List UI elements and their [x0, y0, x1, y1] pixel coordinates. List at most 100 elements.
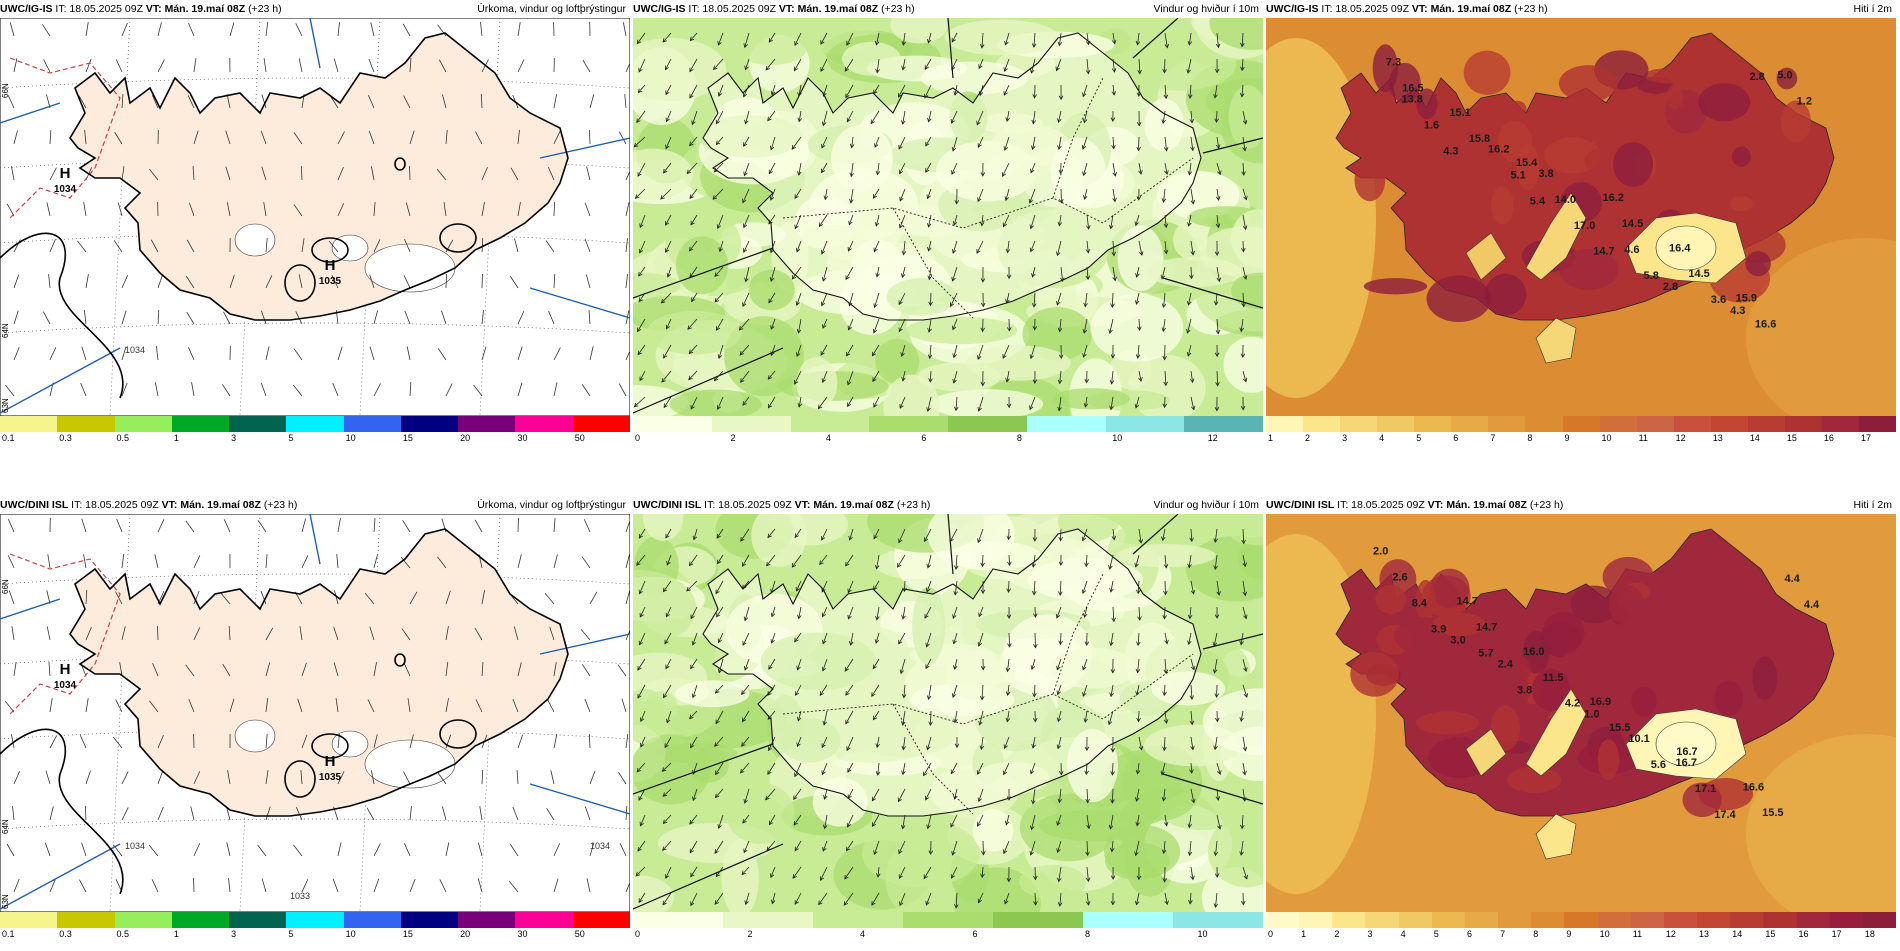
- temperature-label: 5.8: [1644, 270, 1659, 282]
- temperature-label: 16.6: [1755, 318, 1776, 330]
- map-title: Hiti í 2m: [1853, 0, 1892, 18]
- colorbar-swatch: [401, 912, 458, 928]
- colorbar-swatch: [1664, 912, 1697, 928]
- colorbar-swatch: [57, 416, 114, 432]
- high-pressure-letter: H: [325, 257, 336, 274]
- colorbar-swatch: [1488, 416, 1525, 432]
- colorbar-swatch: [1674, 416, 1711, 432]
- high-pressure-letter: H: [60, 165, 71, 182]
- temperature-label: 4.6: [1624, 244, 1639, 256]
- temperature-label: 3.8: [1517, 684, 1532, 696]
- temperature-label: 5.4: [1530, 196, 1546, 208]
- temperature-label: 8.4: [1412, 597, 1428, 609]
- temperature-label: 2.4: [1498, 658, 1514, 670]
- colorbar-swatch: [993, 912, 1083, 928]
- forecast-step: (+23 h): [897, 499, 931, 511]
- colorbar-tick-label: 50: [575, 929, 585, 939]
- colorbar-swatch: [1332, 912, 1365, 928]
- colorbar-tick-label: 0.3: [59, 929, 72, 939]
- colorbar-swatch: [115, 416, 172, 432]
- temperature-label: 5.6: [1651, 759, 1666, 771]
- temperature-label: 2.6: [1392, 571, 1407, 583]
- temperature-label: 11.5: [1543, 672, 1564, 684]
- panel-header: UWC/IG-IS IT: 18.05.2025 09Z VT: Mán. 19…: [633, 0, 1263, 18]
- map-title: Vindur og hviður í 10m: [1154, 0, 1259, 18]
- map-title: Úrkoma, vindur og loftþrýstingur: [477, 0, 626, 18]
- init-time: IT: 18.05.2025 09Z: [71, 499, 159, 511]
- temperature-label: 15.5: [1609, 722, 1630, 734]
- colorbar-tick-label: 13: [1699, 929, 1709, 939]
- colorbar-swatch: [1859, 416, 1896, 432]
- colorbar-swatch: [1173, 912, 1263, 928]
- colorbar: [1266, 416, 1896, 432]
- colorbar-swatch: [1785, 416, 1822, 432]
- colorbar-tick-label: 18: [1865, 929, 1875, 939]
- colorbar-swatch: [1083, 912, 1173, 928]
- temperature-label: 13.8: [1401, 94, 1422, 106]
- colorbar: [633, 912, 1263, 928]
- colorbar-swatch: [633, 416, 712, 432]
- colorbar-tick-label: 4: [860, 929, 865, 939]
- colorbar-tick-label: 5: [1434, 929, 1439, 939]
- temperature-label: 15.1: [1449, 107, 1470, 119]
- colorbar-swatch: [1299, 912, 1332, 928]
- init-time: IT: 18.05.2025 09Z: [55, 3, 143, 15]
- high-pressure-letter: H: [325, 753, 336, 770]
- colorbar-swatch: [1797, 912, 1830, 928]
- colorbar-swatch: [1531, 912, 1564, 928]
- wind-map: [633, 18, 1263, 416]
- colorbar-tick-label: 20: [460, 929, 470, 939]
- isobar-label: 1033: [290, 891, 310, 901]
- panel-temp-dini: UWC/DINI ISL IT: 18.05.2025 09Z VT: Mán.…: [1266, 496, 1896, 951]
- colorbar-swatch: [573, 416, 630, 432]
- temperature-label: 5.7: [1478, 648, 1493, 660]
- colorbar-swatch: [1863, 912, 1896, 928]
- colorbar-swatch: [344, 912, 401, 928]
- colorbar-tick-label: 1: [174, 433, 179, 443]
- colorbar-swatch: [1711, 416, 1748, 432]
- colorbar-tick-label: 3: [1342, 433, 1347, 443]
- colorbar-tick-label: 0.1: [2, 929, 15, 939]
- colorbar-tick-label: 5: [288, 433, 293, 443]
- temperature-label: 15.4: [1516, 157, 1538, 169]
- temperature-label: 5.1: [1510, 170, 1525, 182]
- latitude-label: 64N: [1, 819, 10, 834]
- colorbar-swatch: [1637, 416, 1674, 432]
- temperature-label: 15.8: [1469, 133, 1490, 145]
- valid-time: Mán. 19.maí 08Z: [1446, 499, 1527, 511]
- temperature-label: 16.0: [1523, 646, 1544, 658]
- colorbar-tick-label: 2: [1334, 929, 1339, 939]
- colorbar-tick-label: 10: [346, 929, 356, 939]
- colorbar-tick-label: 1: [1268, 433, 1273, 443]
- colorbar-swatch: [1563, 416, 1600, 432]
- colorbar-tick-label: 17: [1861, 433, 1871, 443]
- colorbar-swatch: [1451, 416, 1488, 432]
- temperature-label: 16.6: [1743, 781, 1764, 793]
- colorbar-swatch: [286, 912, 343, 928]
- temperature-label: 3.9: [1431, 623, 1446, 635]
- colorbar: [1266, 912, 1896, 928]
- colorbar-swatch: [344, 416, 401, 432]
- colorbar-tick-label: 8: [1533, 929, 1538, 939]
- colorbar-swatch: [1266, 912, 1299, 928]
- temperature-label: 1.0: [1584, 709, 1599, 721]
- colorbar-swatch: [458, 416, 515, 432]
- colorbar-tick-label: 7: [1500, 929, 1505, 939]
- forecast-step: (+23 h): [264, 499, 298, 511]
- model-name: UWC/DINI ISL: [633, 499, 701, 511]
- valid-time-label: VT:: [162, 499, 178, 511]
- colorbar-tick-label: 0.1: [2, 433, 15, 443]
- colorbar-swatch: [1303, 416, 1340, 432]
- temperature-label: 16.2: [1602, 192, 1623, 204]
- temperature-label: 14.5: [1622, 218, 1643, 230]
- temperature-label: 3.0: [1450, 634, 1465, 646]
- colorbar: [0, 912, 630, 928]
- wind-map: [633, 514, 1263, 912]
- colorbar-swatch: [1600, 416, 1637, 432]
- colorbar-swatch: [1730, 912, 1763, 928]
